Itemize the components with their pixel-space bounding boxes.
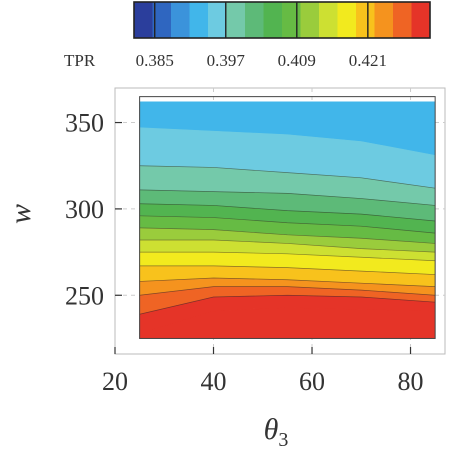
contour-line (139, 265, 436, 275)
contour-line (139, 189, 436, 206)
contour-line (139, 286, 436, 296)
colorbar-cell (356, 2, 375, 38)
y-axis-ticks (115, 121, 122, 296)
y-axis-tick-labels: 250 300 350 (65, 109, 104, 311)
x-axis-tick-labels: 20 40 60 80 (102, 367, 424, 396)
colorbar-tick-label: 0.397 (207, 51, 246, 70)
x-axis-title-main: θ (264, 413, 279, 446)
colorbar-frame (133, 1, 431, 39)
colorbar-cell (245, 2, 264, 38)
colorbar-cell (411, 2, 431, 38)
colorbar-cells (134, 2, 431, 38)
colorbar-cell (393, 2, 412, 38)
x-tick-label: 20 (102, 367, 128, 396)
colorbar-tick-labels: 0.385 0.397 0.409 0.421 (136, 51, 387, 70)
contour-line (139, 277, 436, 287)
contour-line (139, 165, 436, 189)
colorbar-cell (208, 2, 227, 38)
colorbar-cell (263, 2, 283, 38)
data-region-frame (139, 96, 436, 339)
colorbar-cell (337, 2, 357, 38)
x-axis-ticks (114, 347, 412, 354)
colorbar-cell (300, 2, 320, 38)
plot-frame (114, 87, 446, 355)
colorbar-cell (134, 2, 153, 38)
colorbar-cell (374, 2, 394, 38)
x-axis-title-subscript: 3 (278, 429, 288, 451)
y-axis-title: w (4, 204, 37, 224)
colorbar-tick-label: 0.385 (136, 51, 174, 70)
colorbar-tick-label: 0.421 (349, 51, 387, 70)
x-tick-label: 60 (299, 367, 325, 396)
colorbar: TPR 0.385 0.397 0.409 0.421 (64, 1, 431, 70)
y-tick-label: 300 (65, 195, 104, 224)
contour-line (139, 251, 436, 262)
x-tick-label: 80 (398, 367, 424, 396)
contour-bands (139, 101, 436, 339)
colorbar-ticks (154, 2, 369, 38)
contour-line (139, 215, 436, 234)
colorbar-label: TPR (64, 51, 96, 70)
colorbar-cell (171, 2, 190, 38)
colorbar-cell (226, 2, 246, 38)
colorbar-cell (319, 2, 338, 38)
x-tick-label: 40 (201, 367, 227, 396)
contour-lines (139, 165, 436, 315)
colorbar-cell (152, 2, 172, 38)
colorbar-cell (189, 2, 209, 38)
colorbar-cell (282, 2, 301, 38)
y-tick-label: 350 (65, 109, 104, 138)
contour-line (139, 203, 436, 222)
contour-line (139, 227, 436, 244)
contour-line (139, 294, 436, 315)
colorbar-tick-label: 0.409 (278, 51, 316, 70)
x-axis-title: θ3 (264, 413, 289, 451)
contour-line (139, 239, 436, 253)
y-tick-label: 250 (65, 281, 104, 310)
